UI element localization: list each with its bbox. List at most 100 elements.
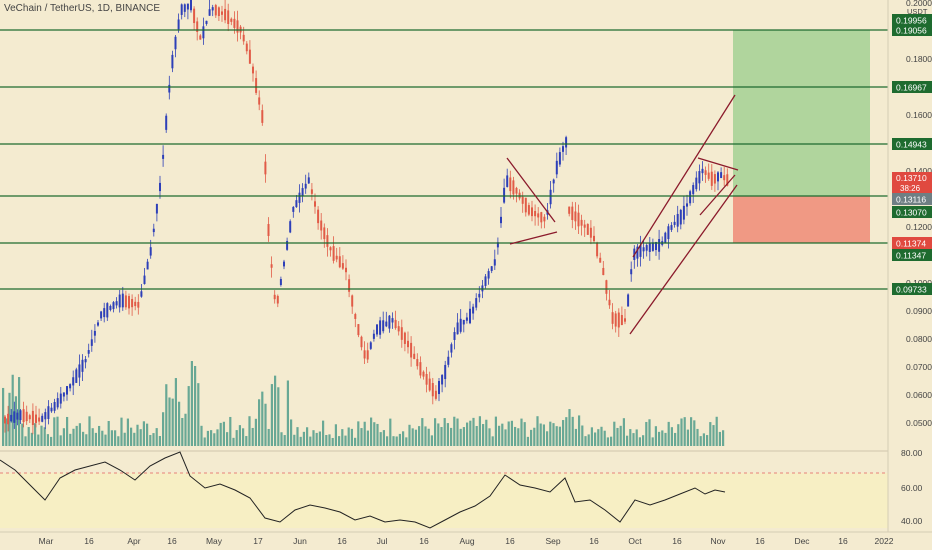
volume-bar xyxy=(523,422,526,446)
volume-bar xyxy=(11,374,14,446)
volume-bar xyxy=(40,425,43,446)
volume-bar xyxy=(632,433,635,446)
time-tick-label: 17 xyxy=(253,536,263,546)
volume-bar xyxy=(405,437,408,446)
candle-body xyxy=(72,377,75,386)
volume-bar xyxy=(472,417,475,446)
volume-bar xyxy=(82,431,85,446)
candle-body xyxy=(617,312,620,328)
profit-zone xyxy=(733,30,870,196)
volume-bar xyxy=(395,436,398,446)
volume-bar xyxy=(114,430,117,446)
candle-body xyxy=(701,168,704,174)
time-tick-label: Dec xyxy=(794,536,810,546)
volume-bar xyxy=(14,396,17,446)
candle-body xyxy=(636,246,639,259)
volume-bar xyxy=(411,428,414,446)
candle-body xyxy=(314,201,316,207)
candle-body xyxy=(441,375,444,385)
volume-bar xyxy=(430,435,433,446)
candle-body xyxy=(118,294,121,308)
candle-body xyxy=(434,390,437,399)
volume-bar xyxy=(187,386,190,446)
candle-body xyxy=(78,364,81,378)
volume-bar xyxy=(360,428,363,446)
trend-lines xyxy=(506,94,739,335)
volume-bar xyxy=(565,417,568,446)
candle-body xyxy=(276,295,279,304)
candle-body xyxy=(35,414,37,423)
candle-body xyxy=(655,241,657,251)
candle-body xyxy=(627,294,630,307)
volume-bar xyxy=(66,416,69,446)
candle-body xyxy=(255,78,258,93)
candle-body xyxy=(527,205,530,215)
volume-bar xyxy=(638,437,641,446)
candle-body xyxy=(540,212,543,223)
gray-level-badge-bg xyxy=(892,193,932,205)
volume-bar xyxy=(427,428,430,446)
candle-body xyxy=(214,5,217,16)
candle-body xyxy=(568,206,571,214)
volume-bar xyxy=(24,436,27,446)
candle-body xyxy=(639,245,642,257)
candle-body xyxy=(199,35,202,40)
volume-bar xyxy=(296,427,299,446)
candle-body xyxy=(391,318,394,323)
candle-body xyxy=(93,330,96,336)
candle-body xyxy=(403,332,406,344)
time-tick-label: Jul xyxy=(377,536,388,546)
candle-body xyxy=(16,412,19,420)
volume-bar xyxy=(482,424,485,446)
candle-body xyxy=(221,11,223,15)
volume-bar xyxy=(616,427,619,446)
volume-bar xyxy=(123,432,126,446)
time-tick-label: Mar xyxy=(39,536,54,546)
volume-bar xyxy=(43,427,46,446)
volume-bar xyxy=(408,424,411,446)
candle-body xyxy=(490,266,493,271)
candle-body xyxy=(472,306,475,314)
volume-bar xyxy=(126,418,129,446)
candle-body xyxy=(208,9,211,16)
volume-bar xyxy=(21,423,24,446)
stop-badge: 0.11374 xyxy=(896,239,926,249)
volume-bar xyxy=(59,435,62,446)
candle-body xyxy=(456,322,459,335)
candle-body xyxy=(608,299,611,306)
volume-bar xyxy=(514,426,517,446)
time-tick-label: Aug xyxy=(459,536,474,546)
candle-body xyxy=(279,278,282,286)
candle-body xyxy=(87,350,90,354)
loss-zone xyxy=(733,196,870,243)
top-level-badge: 0.19956 xyxy=(896,16,927,26)
volume-bar xyxy=(261,391,264,446)
volume-bar xyxy=(555,426,558,446)
gray-level-badge: 0.13116 xyxy=(896,195,926,205)
volume-bar xyxy=(488,428,491,446)
volume-bar xyxy=(610,436,613,446)
candle-body xyxy=(109,305,112,310)
channel-upper-line xyxy=(632,94,736,258)
volume-bar xyxy=(136,424,139,446)
volume-bar xyxy=(78,423,81,446)
flag-upper-line xyxy=(506,157,556,223)
candle-body xyxy=(264,161,267,175)
candle-body xyxy=(506,175,509,187)
candle-body xyxy=(376,324,378,335)
volume-bar xyxy=(654,426,657,446)
rsi-tick-label: 40.00 xyxy=(901,516,923,526)
volume-bar xyxy=(645,421,648,446)
volume-bar xyxy=(62,428,65,446)
volume-bar xyxy=(91,428,94,446)
candle-body xyxy=(713,174,716,184)
volume-bar xyxy=(27,427,30,446)
candle-body xyxy=(62,392,65,397)
volume-bar xyxy=(315,432,318,446)
